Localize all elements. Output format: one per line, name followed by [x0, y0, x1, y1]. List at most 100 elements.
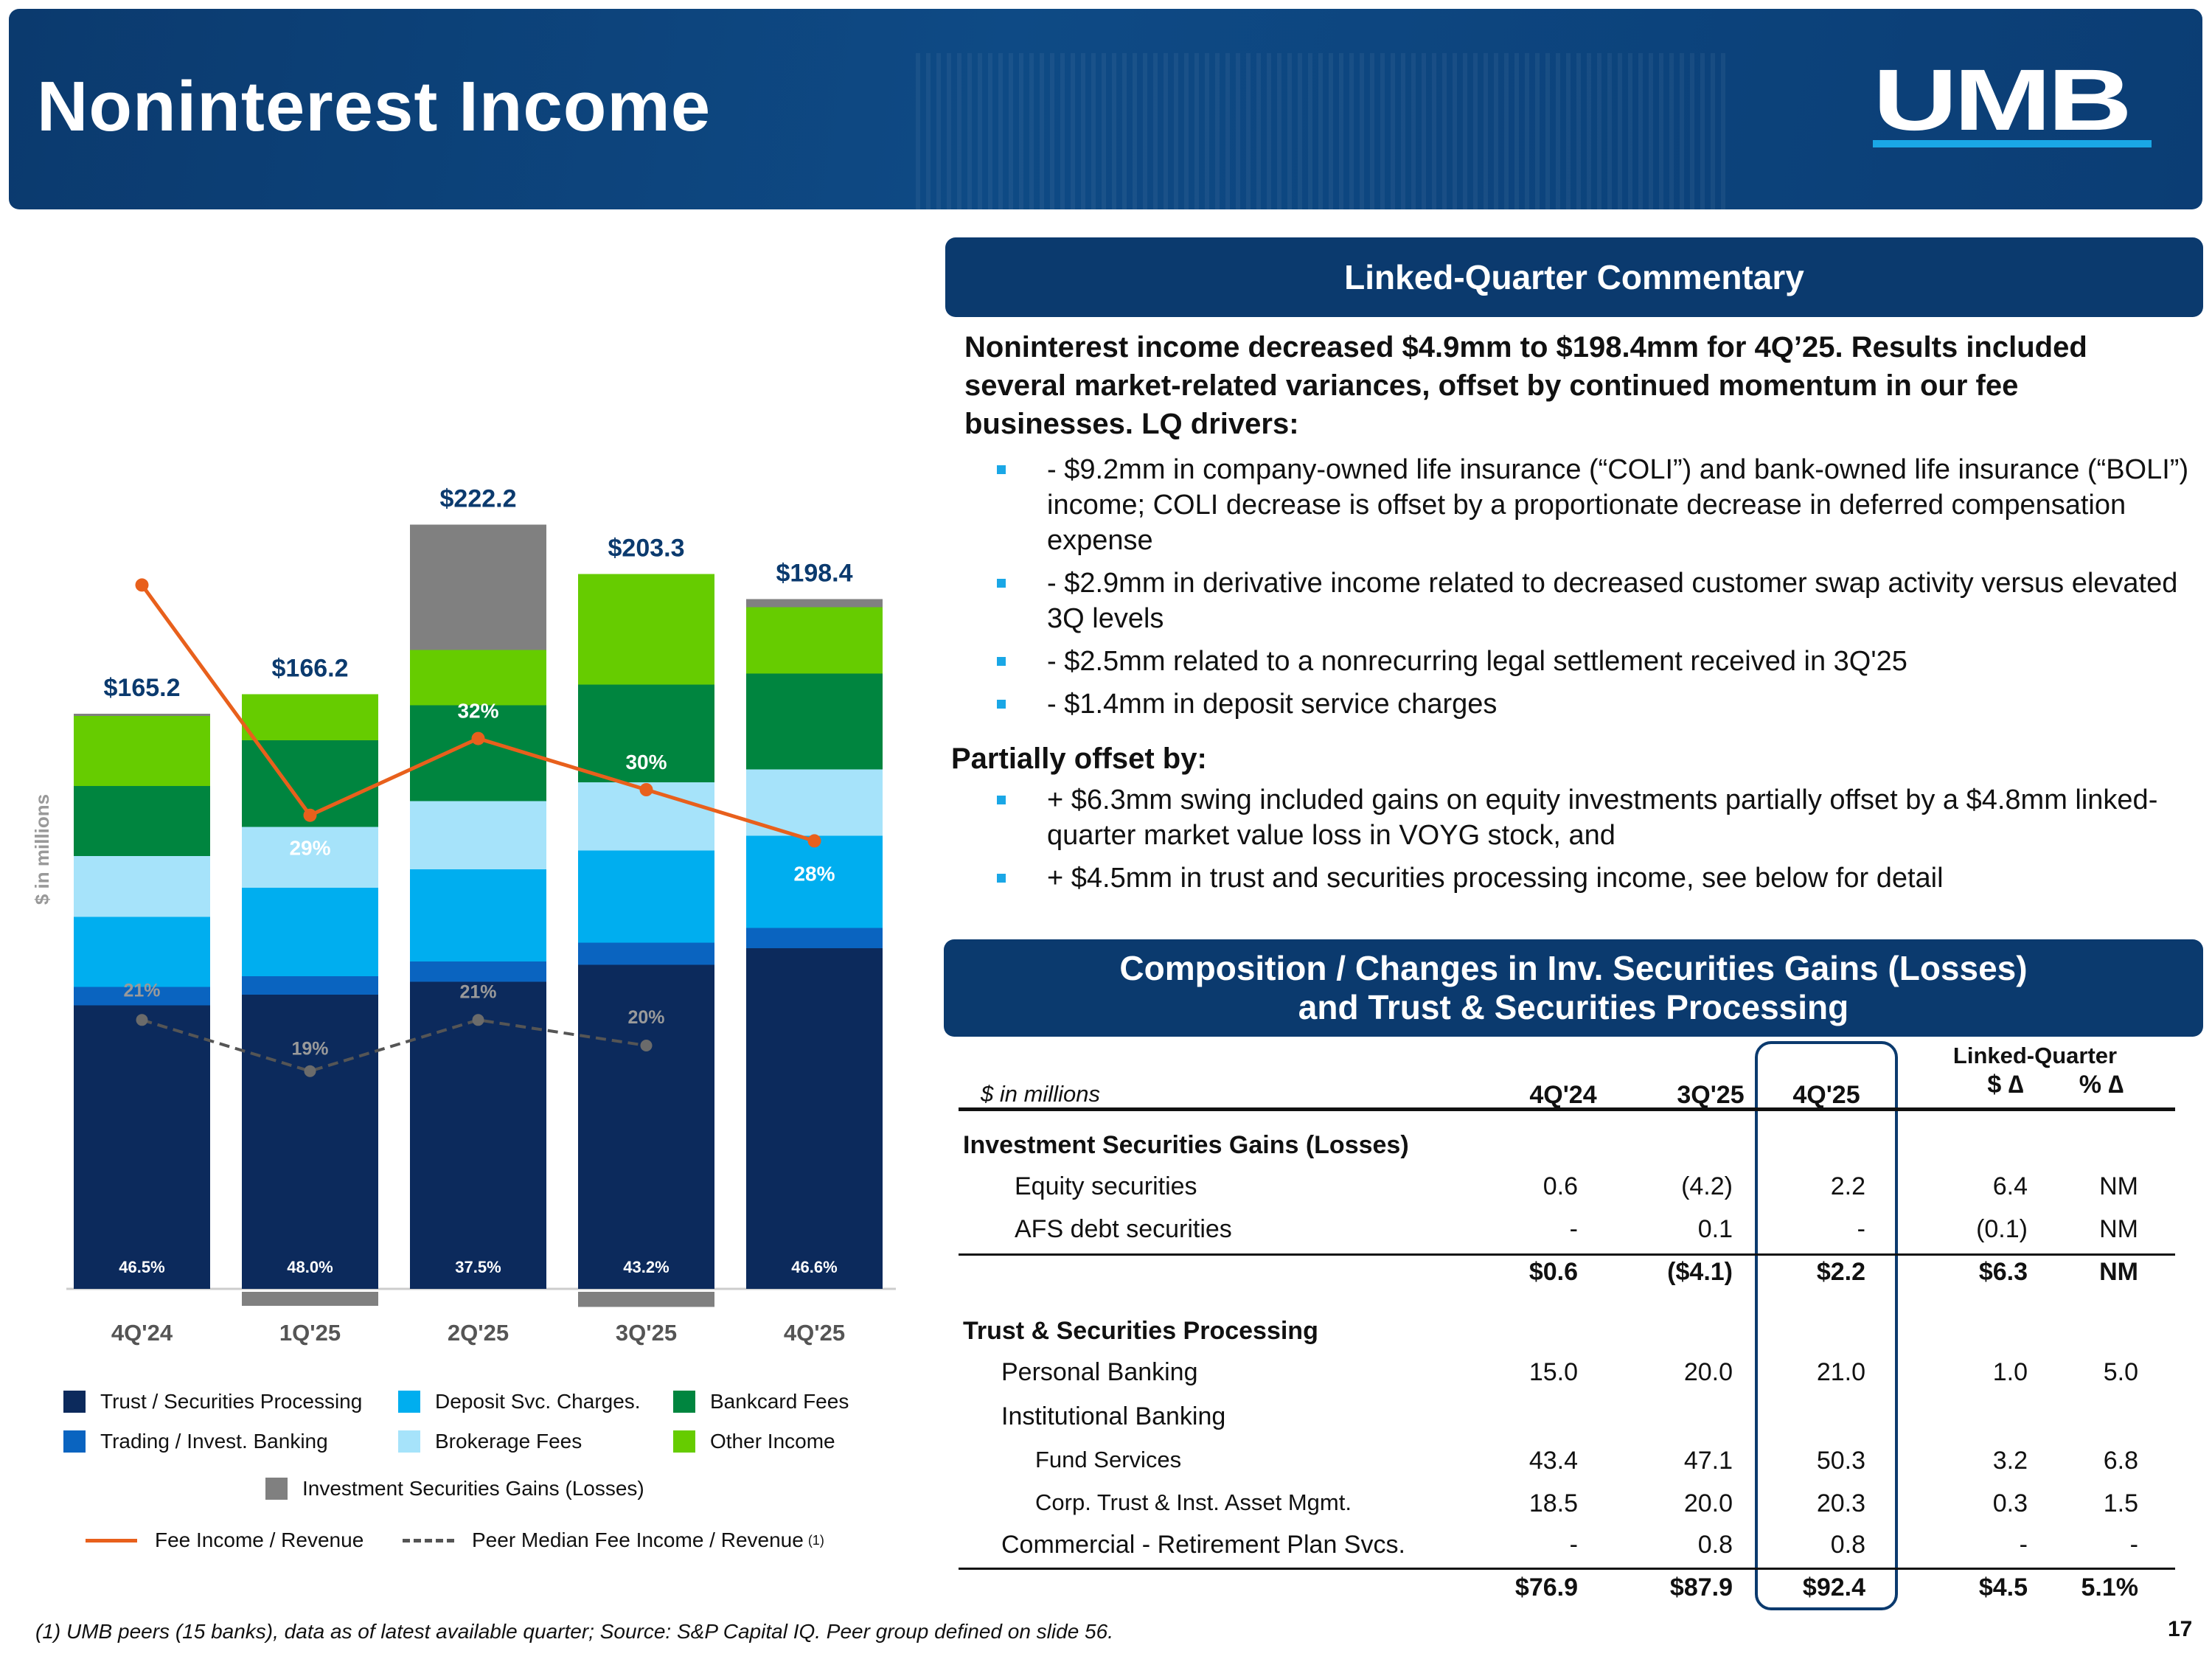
- legend-item-other: Other Income: [673, 1430, 835, 1453]
- bar-segment-brokerage-fees: [746, 769, 883, 836]
- row-label: Commercial - Retirement Plan Svcs.: [1001, 1531, 1405, 1559]
- row-label: AFS debt securities: [1015, 1215, 1232, 1243]
- legend-item-peer-median: Peer Median Fee Income / Revenue (1): [403, 1528, 824, 1552]
- bar-segment-other-income: [746, 607, 883, 674]
- bullet-text: - $2.5mm related to a nonrecurring legal…: [1047, 646, 1907, 677]
- units-label: $ in millions: [981, 1081, 1100, 1107]
- bar-segment-trust-securities-processing: [746, 948, 883, 1289]
- bar-segment-investment-securities-losses: [242, 1292, 378, 1306]
- peer-median-label: 21%: [459, 981, 496, 1002]
- cell-pct-change: 6.8: [2103, 1447, 2138, 1475]
- bar-segment-other-income: [74, 716, 210, 786]
- legend-label: Bankcard Fees: [710, 1390, 849, 1413]
- logo-wordmark: UMB: [1873, 52, 2132, 149]
- row-label: Fund Services: [1035, 1447, 1182, 1472]
- cell-pct-change: -: [2129, 1531, 2138, 1559]
- peer-median-point: [136, 1014, 148, 1026]
- commentary-body: Noninterest income decreased $4.9mm to $…: [951, 328, 2190, 903]
- peer-median-point: [304, 1065, 316, 1077]
- row-label: Corp. Trust & Inst. Asset Mgmt.: [1035, 1489, 1352, 1515]
- bullet-text: + $6.3mm swing included gains on equity …: [1047, 785, 2158, 851]
- fee-income-label: 32%: [457, 700, 498, 723]
- bar-segment-trust-securities-processing: [74, 1005, 210, 1289]
- offset-bullet: + $6.3mm swing included gains on equity …: [951, 782, 2190, 853]
- bar-segment-other-income: [410, 650, 546, 706]
- total-4q24: $0.6: [1528, 1258, 1578, 1286]
- legend-label: Trust / Securities Processing: [100, 1390, 363, 1413]
- page-number: 17: [2168, 1617, 2193, 1641]
- bullet-text: - $1.4mm in deposit service charges: [1047, 689, 1498, 720]
- total-pct-change: NM: [2099, 1258, 2138, 1286]
- fee-income-label: 28%: [793, 862, 835, 885]
- x-tick-label: 3Q'25: [616, 1320, 677, 1346]
- col-header-3q25: 3Q'25: [1677, 1081, 1745, 1109]
- bar-total-label: $165.2: [104, 674, 181, 702]
- composition-title-line1: Composition / Changes in Inv. Securities…: [1119, 949, 2028, 987]
- cell-3q25: 47.1: [1683, 1447, 1733, 1475]
- composition-header: Composition / Changes in Inv. Securities…: [944, 939, 2203, 1037]
- fee-income-point: [471, 731, 485, 745]
- x-tick-label: 2Q'25: [448, 1320, 509, 1346]
- bullet-square-icon: [997, 657, 1006, 666]
- total-pct-change: 5.1%: [2081, 1573, 2139, 1601]
- legend-label: Investment Securities Gains (Losses): [302, 1477, 644, 1500]
- bar-segment-brokerage-fees: [74, 856, 210, 917]
- peer-median-point: [640, 1040, 653, 1051]
- legend-swatch: [398, 1391, 420, 1413]
- total-4q25: $92.4: [1802, 1573, 1865, 1601]
- bar-segment-trading-invest-banking: [74, 987, 210, 1006]
- highlight-4q25-column: [1755, 1041, 1898, 1610]
- bar-total-label: $198.4: [776, 560, 853, 588]
- y-axis-label: $ in millions: [31, 794, 53, 905]
- bar-segment-trust-securities-processing: [410, 981, 546, 1289]
- bar-total-label: $222.2: [440, 485, 517, 513]
- bar-segment-other-income: [578, 574, 714, 685]
- bar-segment-deposit-svc-charges-: [74, 917, 210, 987]
- peer-median-point: [472, 1014, 484, 1026]
- bar-inner-label: 46.5%: [119, 1258, 164, 1276]
- title-banner: [9, 9, 2202, 209]
- logo-underline: [1873, 140, 2152, 147]
- legend-item-deposit: Deposit Svc. Charges.: [398, 1390, 641, 1413]
- cell-dollar-change: -: [2019, 1531, 2028, 1559]
- x-tick-label: 4Q'25: [784, 1320, 845, 1346]
- section-title-inv-securities: Investment Securities Gains (Losses): [963, 1131, 1409, 1159]
- commentary-bullet: - $2.5mm related to a nonrecurring legal…: [951, 644, 2190, 679]
- bar-segment-other-income: [242, 694, 378, 740]
- legend-item-trading: Trading / Invest. Banking: [63, 1430, 328, 1453]
- total-rule: [959, 1568, 2175, 1570]
- bullet-text: + $4.5mm in trust and securities process…: [1047, 863, 1944, 894]
- cell-4q25: -: [1857, 1215, 1865, 1243]
- bar-segment-bankcard-fees: [74, 786, 210, 856]
- bar-segment-trading-invest-banking: [578, 942, 714, 965]
- cell-3q25: (4.2): [1681, 1172, 1733, 1200]
- fee-income-label: 30%: [625, 751, 667, 773]
- row-label: Institutional Banking: [1001, 1402, 1226, 1430]
- col-header-4q24: 4Q'24: [1529, 1081, 1597, 1109]
- banner-texture: [916, 53, 1727, 209]
- bar-segment-trading-invest-banking: [242, 976, 378, 995]
- col-header-linked-quarter: Linked-Quarter: [1952, 1043, 2118, 1068]
- bar-segment-bankcard-fees: [746, 673, 883, 770]
- bullet-text: - $9.2mm in company-owned life insurance…: [1047, 454, 2189, 556]
- cell-3q25: 20.0: [1683, 1358, 1733, 1386]
- bar-segment-investment-securities-gains: [410, 524, 546, 650]
- cell-dollar-change: (0.1): [1976, 1215, 2028, 1243]
- col-header-4q25: 4Q'25: [1792, 1081, 1860, 1109]
- legend-swatch: [398, 1430, 420, 1453]
- legend-label: Peer Median Fee Income / Revenue: [472, 1528, 804, 1551]
- cell-4q24: 18.5: [1528, 1489, 1578, 1517]
- fee-income-point: [639, 783, 653, 796]
- cell-4q24: -: [1569, 1215, 1578, 1243]
- bullet-text: - $2.9mm in derivative income related to…: [1047, 568, 2178, 634]
- commentary-bullet: - $1.4mm in deposit service charges: [951, 686, 2190, 722]
- peer-median-label: 21%: [123, 980, 160, 1001]
- commentary-header: Linked-Quarter Commentary: [945, 237, 2203, 317]
- cell-4q25: 2.2: [1830, 1172, 1865, 1200]
- page-title: Noninterest Income: [37, 67, 712, 146]
- cell-3q25: 20.0: [1683, 1489, 1733, 1517]
- cell-4q25: 50.3: [1816, 1447, 1865, 1475]
- total-3q25: ($4.1): [1667, 1258, 1733, 1286]
- x-tick-label: 4Q'24: [111, 1320, 173, 1346]
- offset-heading: Partially offset by:: [951, 742, 1207, 775]
